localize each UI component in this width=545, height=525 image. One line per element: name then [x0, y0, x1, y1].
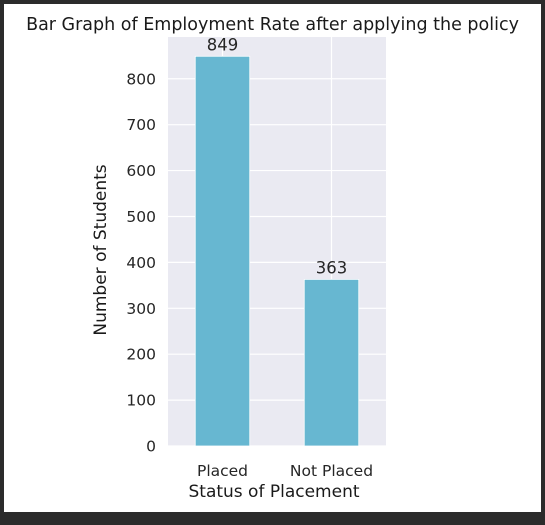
bar: [194, 55, 251, 447]
y-tick-label: 200: [126, 346, 156, 364]
y-tick-label: 500: [126, 208, 156, 226]
y-tick-label: 800: [126, 70, 156, 88]
data-labels: 849 363: [207, 35, 348, 277]
x-tick-label: Placed: [197, 462, 248, 480]
y-tick-label: 100: [126, 392, 156, 410]
y-tick-label: 300: [126, 300, 156, 318]
x-axis-label: Status of Placement: [188, 482, 359, 502]
x-axis-ticks: Placed Not Placed: [197, 462, 373, 480]
chart-title: Bar Graph of Employment Rate after apply…: [26, 15, 519, 35]
y-tick-label: 400: [126, 254, 156, 272]
y-tick-label: 700: [126, 116, 156, 134]
y-axis-label: Number of Students: [91, 164, 111, 335]
y-tick-label: 0: [146, 438, 156, 456]
bar-value-label: 363: [316, 258, 348, 277]
y-tick-label: 600: [126, 162, 156, 180]
y-axis-ticks: 0 100 200 300 400 500 600 700 800: [126, 70, 156, 455]
chart-figure: Bar Graph of Employment Rate after apply…: [4, 4, 541, 512]
bar-chart: Bar Graph of Employment Rate after apply…: [26, 15, 519, 502]
bars: [194, 55, 360, 447]
bar-value-label: 849: [207, 35, 239, 54]
x-tick-label: Not Placed: [290, 462, 373, 480]
bar: [303, 278, 360, 447]
